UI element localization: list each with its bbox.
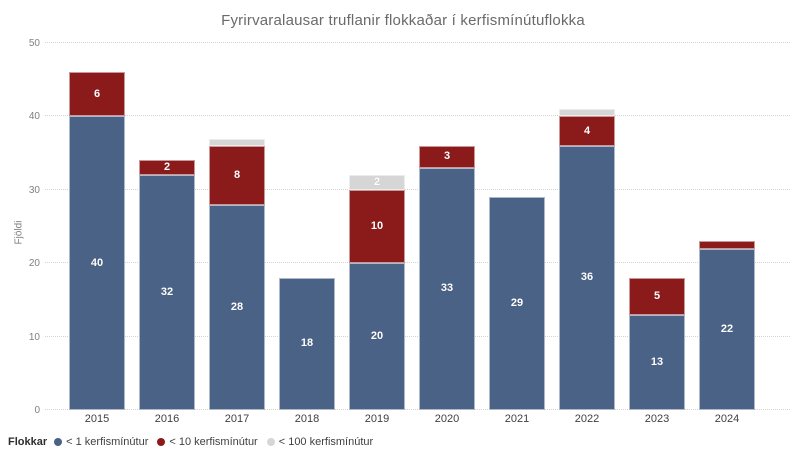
x-tick-label-2020: 2020 (434, 413, 460, 425)
bar-slot-2022: 36 4 (552, 43, 622, 410)
bar-slot-2019: 20 10 2 (342, 43, 412, 410)
bar-2022: 36 4 (559, 109, 615, 410)
y-tick-label-50: 50 (28, 38, 40, 49)
legend-dot-icon (266, 438, 275, 446)
bar-2023: 13 5 (629, 277, 685, 410)
bar-segment-2016-1min[interactable]: 32 (139, 175, 195, 410)
bar-segment-2022-1min[interactable]: 36 (559, 145, 615, 410)
bar-value-label: 10 (370, 220, 384, 232)
bar-value-label: 36 (580, 271, 594, 284)
bar-segment-2017-1min[interactable]: 28 (209, 204, 265, 410)
bar-value-label: 28 (230, 300, 244, 313)
legend-dot-icon (54, 438, 63, 446)
bar-value-label: 2 (163, 161, 171, 174)
gridline-10 (45, 335, 790, 337)
x-tick-label-2019: 2019 (364, 413, 390, 425)
bar-segment-2022-10min[interactable]: 4 (559, 116, 615, 146)
legend: Flokkar < 1 kerfismínútur < 10 kerfismínú… (8, 436, 373, 448)
bar-2020: 33 3 (419, 145, 475, 410)
bar-2015: 40 6 (69, 72, 125, 410)
x-tick-label-2022: 2022 (574, 413, 600, 425)
x-axis-labels: 2015 2016 2017 2018 2019 2020 2021 2022 2023 2024 (62, 413, 762, 425)
bar-segment-2023-10min[interactable]: 5 (629, 277, 685, 315)
bar-segment-2015-10min[interactable]: 6 (69, 72, 125, 117)
bar-segment-2016-10min[interactable]: 2 (139, 160, 195, 176)
y-tick-label-10: 10 (28, 331, 40, 343)
gridline-40 (45, 115, 790, 117)
bar-value-label: 3 (443, 150, 451, 163)
bars-container: 40 6 32 2 28 8 18 20 10 2 33 3 29 36 4 13 5 22 (62, 43, 762, 410)
gridline-30 (45, 188, 790, 190)
y-axis-title: Fjöldi (13, 220, 25, 244)
bar-value-label: 6 (93, 87, 101, 100)
bar-slot-2015: 40 6 (62, 43, 132, 410)
legend-item-10min[interactable]: < 10 kerfismínútur (157, 436, 258, 448)
bar-value-label: 33 (440, 282, 454, 295)
legend-items: < 1 kerfismínútur < 10 kerfismínútur < 100… (54, 436, 373, 448)
plot-area: 0 10 20 30 40 50 Fjöldi 40 6 32 2 28 8 18 20 10 2 33 3 29… (13, 38, 790, 416)
bar-2021: 29 (489, 197, 545, 410)
bar-segment-2017-10min[interactable]: 8 (209, 145, 265, 205)
bar-value-label: 8 (233, 168, 241, 181)
bar-value-label: 22 (720, 322, 734, 335)
y-tick-label-0: 0 (34, 405, 40, 416)
bar-value-label: 40 (90, 256, 104, 269)
bar-slot-2018: 18 (272, 43, 342, 410)
bar-value-label: 18 (300, 337, 314, 350)
x-tick-label-2016: 2016 (154, 413, 180, 425)
bar-slot-2023: 13 5 (622, 43, 692, 410)
bar-2017: 28 8 (209, 138, 265, 410)
bar-segment-2023-1min[interactable]: 13 (629, 314, 685, 410)
gridline-0 (45, 409, 790, 410)
bar-segment-2022-100min[interactable] (559, 109, 615, 117)
bar-slot-2024: 22 (692, 43, 762, 410)
bar-segment-2015-1min[interactable]: 40 (69, 116, 125, 410)
legend-item-label: < 10 kerfismínútur (169, 436, 258, 448)
bar-segment-2017-100min[interactable] (209, 138, 265, 146)
bar-segment-2024-1min[interactable]: 22 (699, 248, 755, 410)
x-tick-label-2021: 2021 (504, 413, 530, 425)
bar-value-label: 20 (370, 330, 384, 343)
legend-item-100min[interactable]: < 100 kerfismínútur (266, 436, 374, 448)
bar-segment-2020-1min[interactable]: 33 (419, 167, 475, 410)
bar-value-label: 5 (653, 289, 661, 302)
bar-segment-2020-10min[interactable]: 3 (419, 145, 475, 168)
chart-title: Fyrirvaralausar truflanir flokkaðar í ke… (221, 12, 585, 29)
bar-segment-2018-1min[interactable]: 18 (279, 277, 335, 410)
bar-slot-2016: 32 2 (132, 43, 202, 410)
x-tick-label-2018: 2018 (294, 413, 320, 425)
bar-segment-2024-10min[interactable] (699, 241, 755, 249)
x-tick-label-2017: 2017 (224, 413, 250, 425)
legend-item-label: < 1 kerfismínútur (66, 436, 149, 448)
bar-2024: 22 (699, 241, 755, 410)
gridline-20 (45, 262, 790, 264)
bar-2018: 18 (279, 277, 335, 410)
bar-slot-2017: 28 8 (202, 43, 272, 410)
bar-slot-2020: 33 3 (412, 43, 482, 410)
bar-value-label: 29 (510, 297, 524, 310)
bar-value-label: 32 (160, 286, 174, 299)
bar-segment-2019-10min[interactable]: 10 (349, 189, 405, 264)
x-tick-label-2015: 2015 (84, 413, 110, 425)
y-tick-label-40: 40 (28, 111, 40, 123)
bar-segment-2021-1min[interactable]: 29 (489, 197, 545, 410)
bar-segment-2019-1min[interactable]: 20 (349, 263, 405, 410)
bar-2016: 32 2 (139, 160, 195, 410)
bar-value-label: 13 (650, 355, 664, 368)
bar-value-label: 2 (373, 175, 381, 188)
bar-2019: 20 10 2 (349, 175, 405, 410)
bar-slot-2021: 29 (482, 43, 552, 410)
gridline-50 (45, 42, 790, 43)
bar-segment-2019-100min[interactable]: 2 (349, 175, 405, 190)
x-tick-label-2024: 2024 (714, 413, 740, 425)
y-tick-label-30: 30 (28, 184, 40, 196)
x-tick-label-2023: 2023 (644, 413, 670, 425)
legend-item-label: < 100 kerfismínútur (278, 436, 374, 448)
bar-value-label: 4 (583, 124, 591, 137)
legend-item-1min[interactable]: < 1 kerfismínútur (54, 436, 148, 448)
y-tick-label-20: 20 (28, 258, 40, 270)
legend-dot-icon (157, 438, 166, 446)
legend-title: Flokkar (8, 436, 48, 448)
